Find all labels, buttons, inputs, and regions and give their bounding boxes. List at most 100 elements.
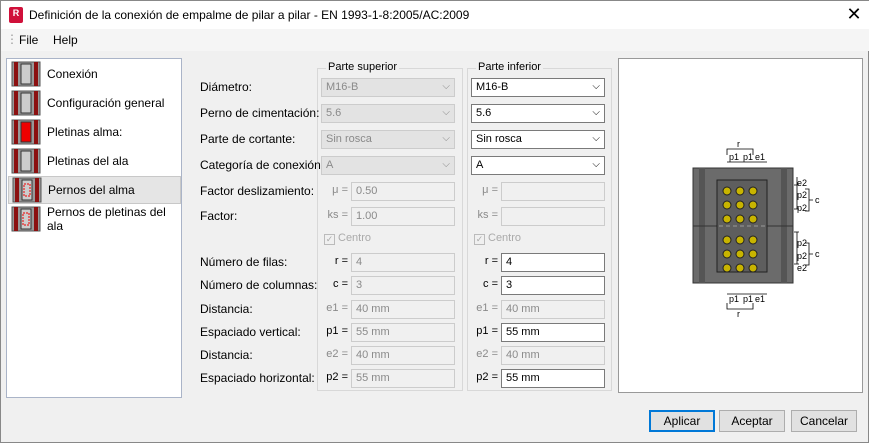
field-label: Categoría de conexión: [200,158,325,172]
close-icon[interactable]: ✕ [846,4,862,24]
connection-icon [11,61,41,87]
bolt-5-2 [748,263,758,273]
sidebar-item-1[interactable]: Configuración general [8,89,181,117]
lower-e1-prefix: e1 = [476,302,498,314]
field-label: Perno de cimentación: [200,106,320,120]
lower-category-select[interactable]: A ⌵ [471,156,605,175]
general-config-icon [11,90,41,116]
upper-c-input: 3 [351,276,455,295]
lower-bolt_class-select[interactable]: 5.6 ⌵ [471,104,605,123]
label-p2-2: p2 [797,203,807,213]
bolt-2-0 [722,214,732,224]
grip-icon: ⋮ [6,32,18,46]
cancel-button[interactable]: Cancelar [791,410,857,432]
bolt-3-2 [748,235,758,245]
lower-r-prefix: r = [484,255,498,267]
app-icon: R [9,7,23,23]
lower-category-value: A [476,159,484,171]
lower-e1-input: 40 mm [501,300,605,319]
field-label: Espaciado vertical: [200,325,301,339]
flange-plate-bolts-icon [11,206,41,232]
sidebar-item-label: Pernos del alma [48,183,135,197]
lower-p2-prefix: p2 = [476,371,498,383]
bolt-5-1 [735,263,745,273]
field-label: Diámetro: [200,80,253,94]
upper-shear_part-value: Sin rosca [326,133,372,145]
upper-bolt_class-value: 5.6 [326,107,342,119]
upper-centro-checkbox: ✓ Centro [324,232,371,245]
bolt-3-1 [735,235,745,245]
lower-shear_part-select[interactable]: Sin rosca ⌵ [471,130,605,149]
chevron-down-icon: ⌵ [592,133,600,144]
bolt-4-1 [735,249,745,259]
bolt-1-1 [735,200,745,210]
bolt-0-2 [748,186,758,196]
sidebar-item-label: Pletinas alma: [47,125,123,139]
bolt-0-1 [735,186,745,196]
field-label: Espaciado horizontal: [200,371,315,385]
lower-mu-input [501,182,605,201]
bolt-1-2 [748,200,758,210]
label-c-top: c [815,195,820,205]
upper-bolt_class-select: 5.6 ⌵ [321,104,455,123]
field-label: Factor deslizamiento: [200,184,315,198]
upper-ks-input: 1.00 [351,207,455,226]
lower-shear_part-value: Sin rosca [476,133,522,145]
menu-help[interactable]: Help [53,33,78,47]
label-p1b-top: p1 [743,152,753,162]
chevron-down-icon: ⌵ [592,81,600,92]
label-p2-3: p2 [797,238,807,248]
lower-diameter-select[interactable]: M16-B ⌵ [471,78,605,97]
label-e2-bottom: e2 [797,263,807,273]
checkbox-icon: ✓ [474,234,485,245]
chevron-down-icon: ⌵ [442,133,450,144]
apply-button[interactable]: Aplicar [649,410,715,432]
upper-r-input: 4 [351,253,455,272]
upper-e1-input: 40 mm [351,300,455,319]
sidebar-item-4[interactable]: Pernos del alma [8,176,181,204]
upper-diameter-value: M16-B [326,81,359,93]
lower-c-prefix: c = [483,278,498,290]
lower-ks-input [501,207,605,226]
sidebar-item-label: Pletinas del ala [47,154,129,168]
label-r-bottom: r [737,309,740,319]
label-p1-bottom: p1 [729,294,739,304]
sidebar-item-3[interactable]: Pletinas del ala [8,147,181,175]
label-c-bottom: c [815,249,820,259]
chevron-down-icon: ⌵ [442,81,450,92]
chevron-down-icon: ⌵ [442,159,450,170]
label-e2-top: e2 [797,178,807,188]
bolt-5-0 [722,263,732,273]
lower-r-input[interactable]: 4 [501,253,605,272]
lower-mu-prefix: μ = [482,184,498,196]
menu-file[interactable]: File [19,33,39,47]
sidebar-item-label: Conexión [47,67,98,81]
upper-e2-prefix: e2 = [326,348,348,360]
group-lower-title: Parte inferior [476,61,543,73]
upper-mu-input: 0.50 [351,182,455,201]
sidebar-item-0[interactable]: Conexión [8,60,181,88]
upper-p1-prefix: p1 = [326,325,348,337]
ok-button[interactable]: Aceptar [719,410,785,432]
lower-p1-prefix: p1 = [476,325,498,337]
field-label: Número de filas: [200,255,288,269]
upper-ks-prefix: ks = [327,209,348,221]
bolt-3-0 [722,235,732,245]
lower-p1-input[interactable]: 55 mm [501,323,605,342]
sidebar-item-2[interactable]: Pletinas alma: [8,118,181,146]
column-drawing: r p1 p1 e1 p1 p1 e1 r e2 p2 p2 c p2 p2 e… [692,139,820,319]
label-p2-1: p2 [797,190,807,200]
sidebar-item-5[interactable]: Pernos de pletinas del ala [8,205,181,233]
chevron-down-icon: ⌵ [592,107,600,118]
lower-ks-prefix: ks = [477,209,498,221]
field-label: Parte de cortante: [200,132,296,146]
upper-r-prefix: r = [334,255,348,267]
field-label: Número de columnas: [200,278,318,292]
field-label: Distancia: [200,348,253,362]
lower-c-input[interactable]: 3 [501,276,605,295]
lower-e2-input: 40 mm [501,346,605,365]
connection-preview: r p1 p1 e1 p1 p1 e1 r e2 p2 p2 c p2 p2 e… [618,58,863,393]
lower-centro-checkbox: ✓ Centro [474,232,521,245]
lower-p2-input[interactable]: 55 mm [501,369,605,388]
upper-diameter-select: M16-B ⌵ [321,78,455,97]
